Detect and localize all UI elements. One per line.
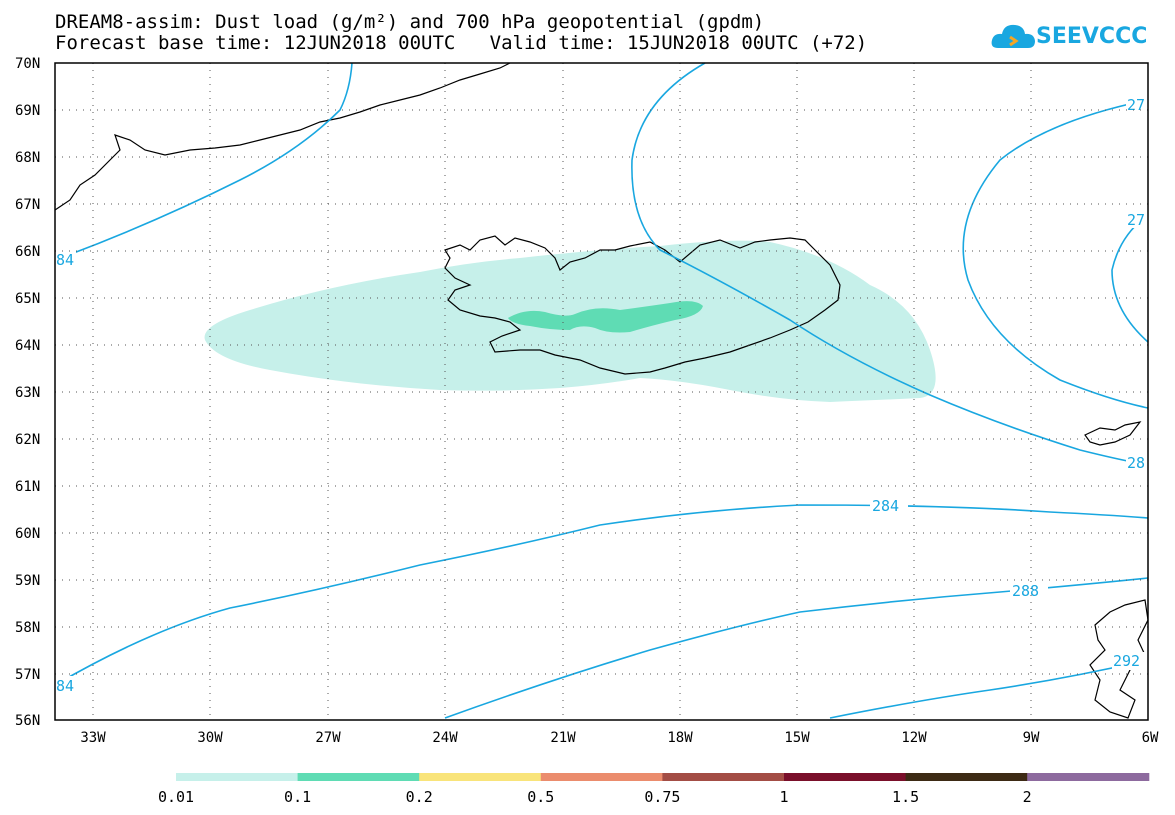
lat-label: 57N <box>15 667 40 683</box>
lon-label: 21W <box>550 730 576 746</box>
colorbar-label: 1 <box>779 788 788 806</box>
latitude-labels: 70N 69N 68N 67N 66N 65N 64N 63N 62N 61N … <box>15 56 40 729</box>
contour-ne-inner <box>1111 214 1149 343</box>
colorbar-label: 0.5 <box>527 788 554 806</box>
lat-label: 64N <box>15 338 40 354</box>
greenland-coastline <box>54 62 511 211</box>
contour-north-east <box>631 62 1149 466</box>
lon-label: 27W <box>315 730 341 746</box>
lat-label: 65N <box>15 291 40 307</box>
cloud-icon <box>991 24 1035 48</box>
title-line-1: DREAM8-assim: Dust load (g/m²) and 700 h… <box>55 11 765 33</box>
logo-text: SEEVCCC <box>1036 24 1148 49</box>
lon-label: 30W <box>197 730 223 746</box>
colorbar-label: 2 <box>1023 788 1032 806</box>
colorbar-label: 0.2 <box>406 788 433 806</box>
gridlines <box>55 63 1148 720</box>
lat-label: 68N <box>15 150 40 166</box>
iceland-coastline <box>444 235 841 375</box>
lat-label: 62N <box>15 432 40 448</box>
contour-label: 27 <box>1127 96 1145 114</box>
lon-label: 6W <box>1142 730 1159 746</box>
seevccc-logo: SEEVCCC <box>990 18 1147 58</box>
geopotential-contours <box>54 62 1149 719</box>
contour-label: 84 <box>56 251 74 269</box>
colorbar: 0.01 0.1 0.2 0.5 0.75 1 1.5 2 <box>158 773 1150 806</box>
colorbar-swatch <box>297 773 420 781</box>
lat-label: 60N <box>15 526 40 542</box>
colorbar-swatch <box>419 773 542 781</box>
lat-label: 58N <box>15 620 40 636</box>
colorbar-label: 0.1 <box>284 788 311 806</box>
colorbar-swatch <box>784 773 907 781</box>
contour-label: 27 <box>1127 211 1145 229</box>
colorbar-swatch <box>176 773 299 781</box>
faroe-coastline <box>1084 421 1142 446</box>
contour-label: 284 <box>872 497 899 515</box>
contour-284-south <box>54 504 1149 686</box>
lat-label: 61N <box>15 479 40 495</box>
lat-label: 69N <box>15 103 40 119</box>
colorbar-swatch <box>540 773 663 781</box>
title-line-2: Forecast base time: 12JUN2018 00UTC Vali… <box>55 32 868 54</box>
lat-label: 56N <box>15 713 40 729</box>
contour-label: 28 <box>1127 454 1145 472</box>
colorbar-swatch <box>1027 773 1150 781</box>
lat-label: 63N <box>15 385 40 401</box>
lon-label: 24W <box>432 730 458 746</box>
longitude-labels: 33W 30W 27W 24W 21W 18W 15W 12W 9W 6W <box>80 730 1159 746</box>
lon-label: 33W <box>80 730 106 746</box>
scotland-coastline <box>1089 599 1149 719</box>
colorbar-label: 1.5 <box>892 788 919 806</box>
colorbar-label: 0.01 <box>158 788 194 806</box>
lon-label: 12W <box>901 730 927 746</box>
contour-labels: 84 84 284 288 292 28 27 27 <box>54 95 1148 695</box>
colorbar-swatch <box>905 773 1028 781</box>
contour-label: 84 <box>56 677 74 695</box>
lat-label: 59N <box>15 573 40 589</box>
contour-label: 292 <box>1113 652 1140 670</box>
dust-area-level2 <box>508 301 703 333</box>
lat-label: 67N <box>15 197 40 213</box>
colorbar-swatch <box>662 773 785 781</box>
colorbar-label: 0.75 <box>644 788 680 806</box>
lat-label: 70N <box>15 56 40 72</box>
contour-ne-loop <box>962 99 1149 409</box>
lon-label: 18W <box>667 730 693 746</box>
contour-label: 288 <box>1012 582 1039 600</box>
lat-label: 66N <box>15 244 40 260</box>
contour-284-greenland <box>54 62 353 261</box>
contour-292 <box>829 659 1149 719</box>
lon-label: 15W <box>784 730 810 746</box>
lon-label: 9W <box>1023 730 1040 746</box>
map-frame <box>54 62 1149 721</box>
